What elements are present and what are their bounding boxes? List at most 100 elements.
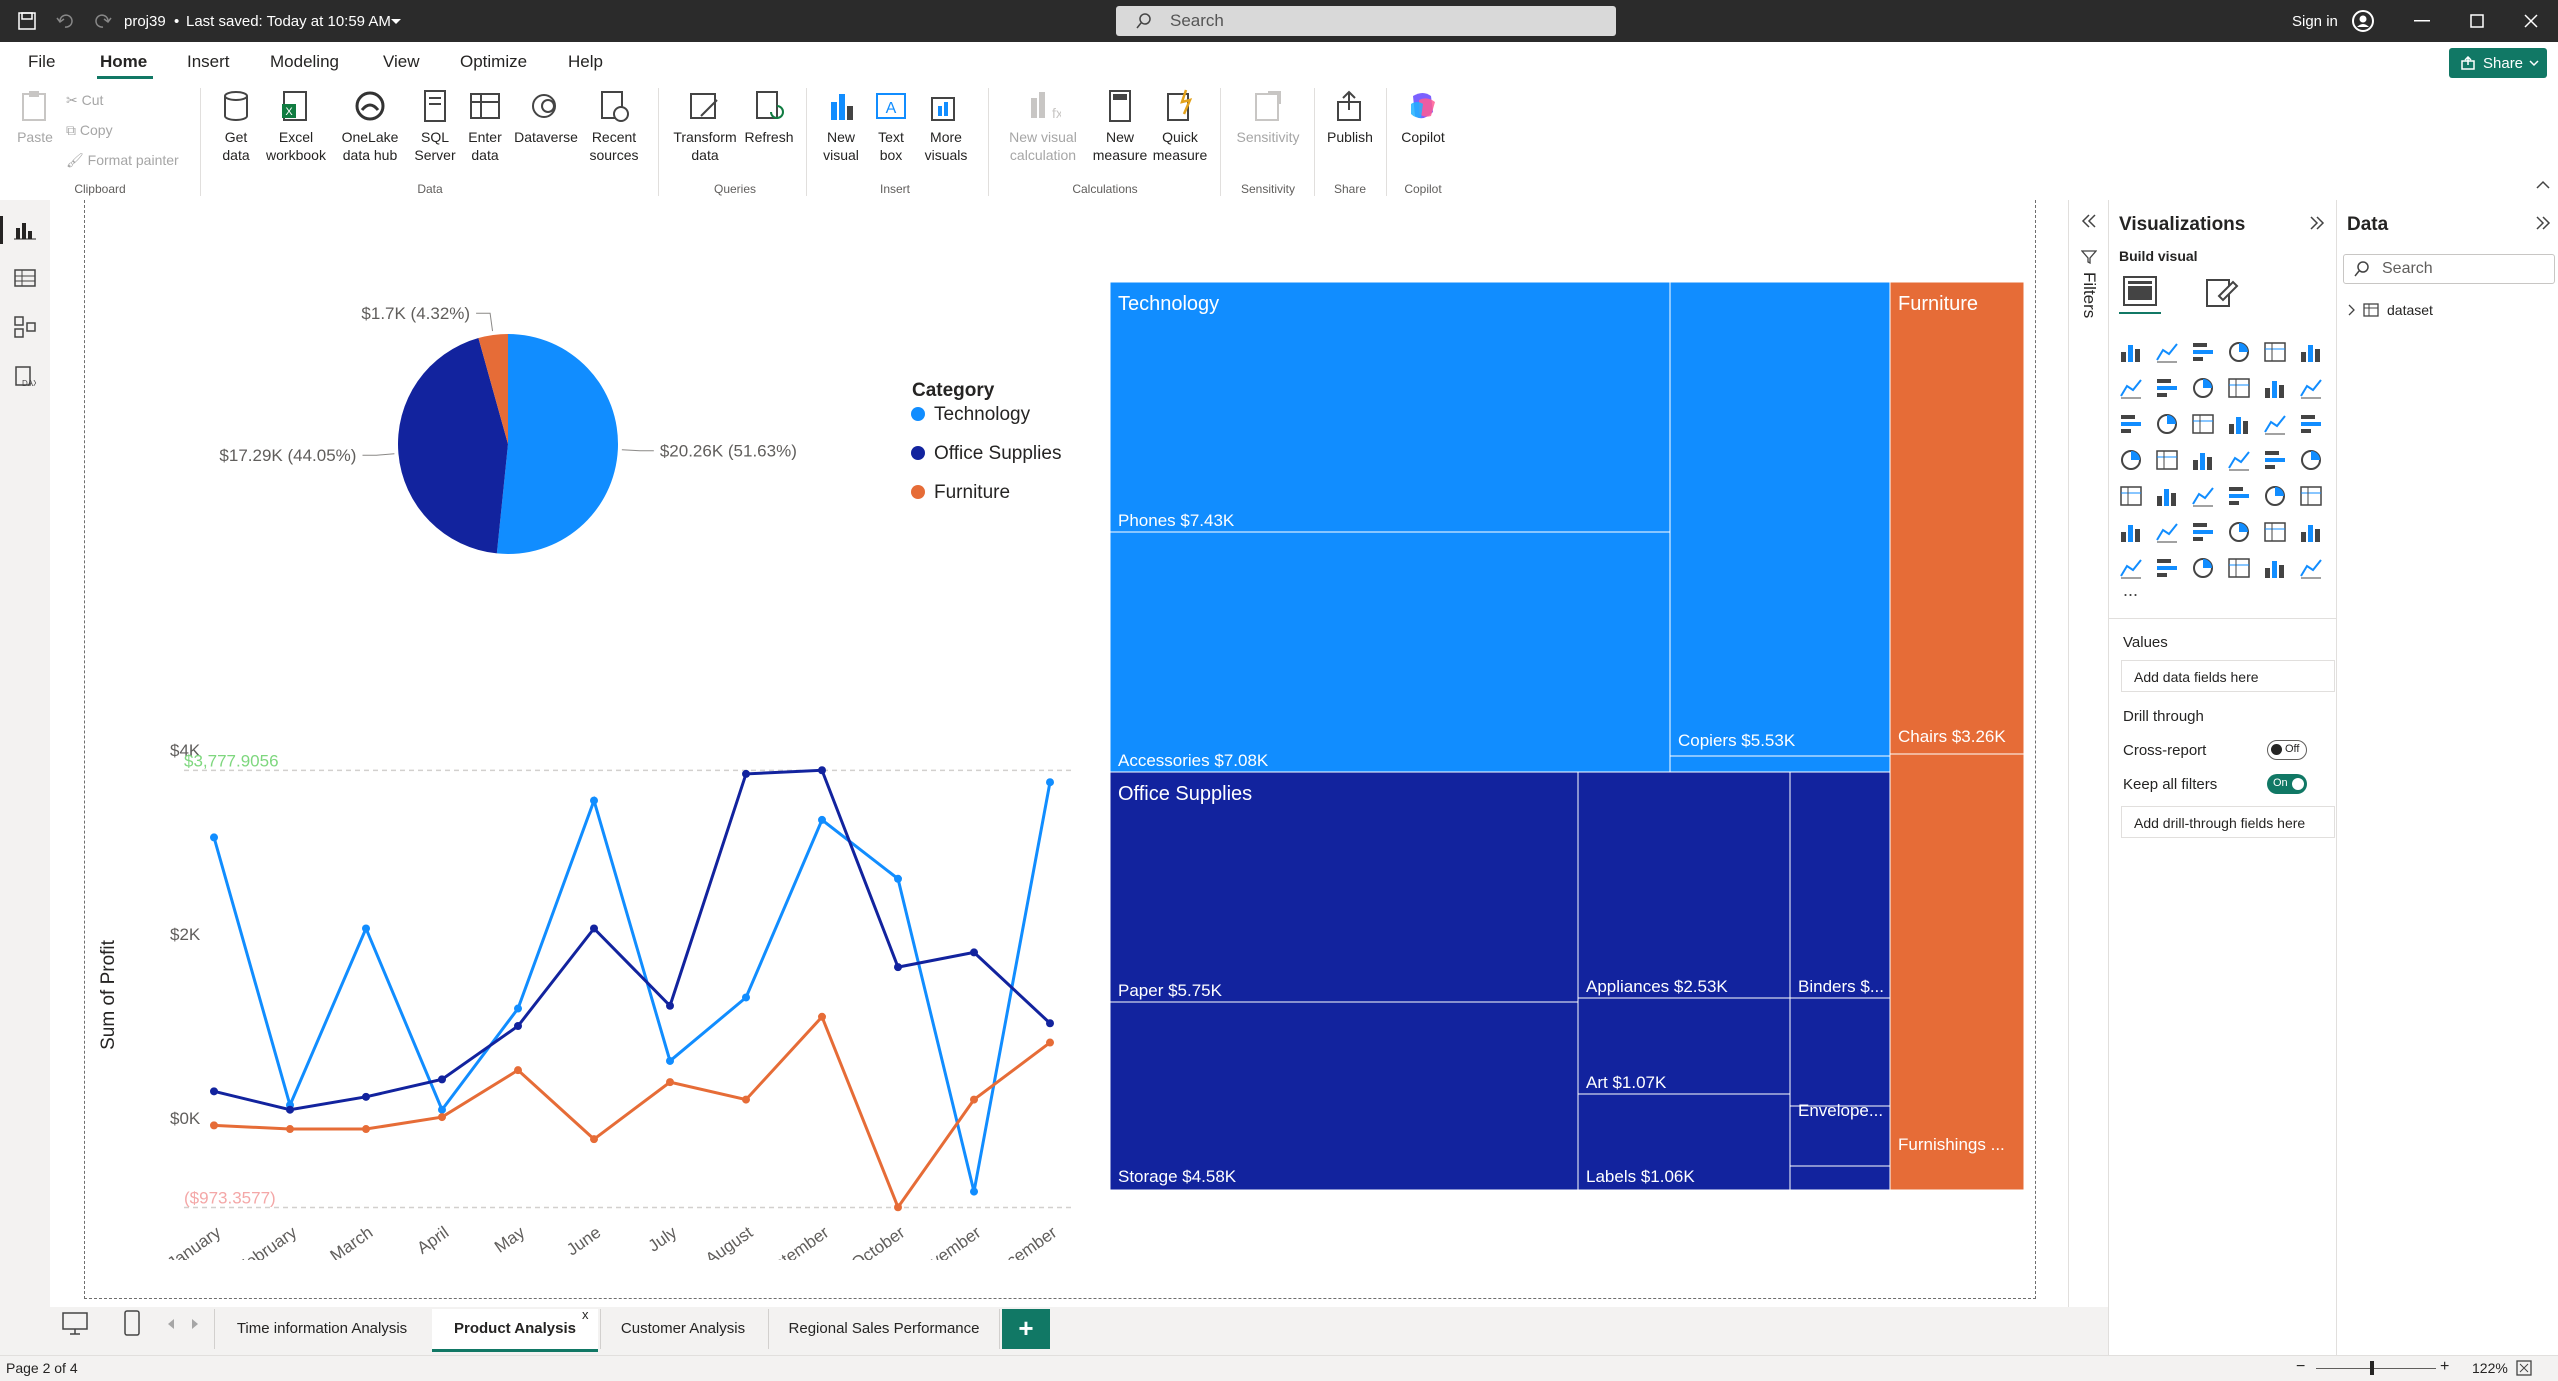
shape-map-visual-icon[interactable] <box>2191 448 2215 472</box>
report-view-icon[interactable] <box>14 220 36 240</box>
scroll-tabs-right-icon[interactable] <box>190 1318 200 1330</box>
legend-item[interactable]: Office Supplies <box>934 443 1061 464</box>
page-tab-customer-analysis[interactable]: Customer Analysis <box>600 1309 765 1349</box>
line-point[interactable] <box>514 1066 522 1075</box>
legend-item[interactable]: Furniture <box>934 482 1010 503</box>
expand-filters-icon[interactable] <box>2081 214 2097 228</box>
line-column-visual-icon[interactable] <box>2227 376 2251 400</box>
pie-slice-furniture[interactable] <box>478 334 508 444</box>
onelake-button[interactable]: OneLake data hub <box>330 88 410 164</box>
fit-to-page-icon[interactable] <box>2516 1360 2532 1376</box>
table-view-icon[interactable] <box>14 268 36 288</box>
pie-slice-office-supplies[interactable] <box>398 338 508 554</box>
line-point[interactable] <box>666 1001 674 1010</box>
refresh-button[interactable]: Refresh <box>740 88 798 146</box>
close-icon[interactable] <box>2524 14 2538 28</box>
stacked-bar-visual-icon[interactable] <box>2119 340 2143 364</box>
gauge-visual-icon[interactable] <box>2263 448 2287 472</box>
chevron-right-icon[interactable] <box>2347 304 2357 316</box>
model-view-icon[interactable] <box>14 316 36 338</box>
treemap-tile-office-other[interactable] <box>1789 1165 1891 1191</box>
page-tab-time-information-analysis[interactable]: Time information Analysis <box>214 1309 429 1349</box>
data-search-input[interactable]: Search <box>2343 254 2555 284</box>
line-point[interactable] <box>818 1012 826 1021</box>
line-point[interactable] <box>438 1075 446 1084</box>
mobile-layout-icon[interactable] <box>124 1310 140 1336</box>
line-point[interactable] <box>818 766 826 775</box>
line-point[interactable] <box>894 963 902 972</box>
close-page-tab[interactable]: x <box>582 1307 589 1322</box>
copy-button[interactable]: ⧉ Copy <box>66 122 113 138</box>
line-point[interactable] <box>362 924 370 933</box>
treemap-tile-chairs[interactable] <box>1889 282 2025 755</box>
build-visual-tab[interactable] <box>2119 272 2161 314</box>
line-point[interactable] <box>590 796 598 805</box>
line-point[interactable] <box>1046 1038 1054 1047</box>
filters-label[interactable]: Filters <box>2080 272 2099 319</box>
donut-visual-icon[interactable] <box>2263 412 2287 436</box>
azure-map-visual-icon[interactable] <box>2227 448 2251 472</box>
filters-pane-collapsed[interactable]: Filters <box>2068 200 2109 1307</box>
area-visual-icon[interactable] <box>2155 376 2179 400</box>
scroll-tabs-left-icon[interactable] <box>166 1318 176 1330</box>
line-visual-icon[interactable] <box>2119 376 2143 400</box>
smart-narrative-visual-icon[interactable] <box>2263 520 2287 544</box>
kpi-visual-icon[interactable] <box>2155 484 2179 508</box>
menu-insert[interactable]: Insert <box>187 52 230 71</box>
redo-icon[interactable] <box>94 12 112 30</box>
treemap-tile-envelopes[interactable] <box>1789 997 1891 1107</box>
new-measure-button[interactable]: New measure <box>1090 88 1150 164</box>
line-point[interactable] <box>666 1078 674 1087</box>
quick-measure-button[interactable]: Quick measure <box>1150 88 1210 164</box>
treemap-tile-paper[interactable] <box>1110 771 1579 1003</box>
line-clustered-column-visual-icon[interactable] <box>2263 376 2287 400</box>
ribbon-visual-icon[interactable] <box>2299 376 2323 400</box>
funnel-visual-icon[interactable] <box>2155 412 2179 436</box>
menu-modeling[interactable]: Modeling <box>270 52 339 71</box>
pie-visual-icon[interactable] <box>2227 412 2251 436</box>
treemap-tile-phones[interactable] <box>1110 282 1671 533</box>
publish-button[interactable]: Publish <box>1320 88 1380 146</box>
line-chart[interactable]: Sum of Profit $4K $2K $0K $3,777.9056 ($973… <box>84 720 1094 1260</box>
minimize-icon[interactable] <box>2414 20 2430 22</box>
key-influencers-visual-icon[interactable] <box>2155 520 2179 544</box>
line-point[interactable] <box>1046 778 1054 787</box>
collapse-ribbon-icon[interactable] <box>2536 180 2550 190</box>
line-point[interactable] <box>362 1125 370 1134</box>
100-bar-visual-icon[interactable] <box>2263 340 2287 364</box>
slicer-visual-icon[interactable] <box>2191 484 2215 508</box>
treemap-tile-technology-other[interactable] <box>1669 755 1891 773</box>
r-visual-visual-icon[interactable] <box>2299 484 2323 508</box>
table-item-dataset[interactable]: dataset <box>2347 300 2547 322</box>
line-point[interactable] <box>362 1092 370 1101</box>
format-visual-icon[interactable] <box>2205 276 2239 308</box>
line-point[interactable] <box>514 1022 522 1030</box>
more-visuals-ellipsis[interactable]: ... <box>2123 580 2139 600</box>
transform-data-button[interactable]: Transform data <box>668 88 742 164</box>
line-point[interactable] <box>742 993 750 1002</box>
metrics-visual-icon[interactable] <box>2299 520 2323 544</box>
dataverse-button[interactable]: Dataverse <box>508 88 584 146</box>
page-tab-product-analysis[interactable]: Product Analysis <box>432 1309 598 1352</box>
line-point[interactable] <box>742 769 750 778</box>
treemap-tile-art[interactable] <box>1577 997 1791 1095</box>
stacked-column-visual-icon[interactable] <box>2155 340 2179 364</box>
pie-slice-technology[interactable] <box>496 334 619 554</box>
map-visual-icon[interactable] <box>2119 448 2143 472</box>
zoom-slider-thumb[interactable] <box>2370 1361 2374 1375</box>
line-point[interactable] <box>970 948 978 957</box>
sign-in-link[interactable]: Sign in <box>2292 13 2338 30</box>
collapse-pane-icon[interactable] <box>2309 216 2325 230</box>
format-painter-button[interactable]: 🖌 Format painter <box>66 152 179 168</box>
zoom-out-button[interactable]: − <box>2296 1358 2306 1375</box>
new-visual-calculation-button[interactable]: fx New visual calculation <box>994 88 1092 164</box>
clustered-column-visual-icon[interactable] <box>2227 340 2251 364</box>
menu-optimize[interactable]: Optimize <box>460 52 528 71</box>
table-visual-icon[interactable] <box>2227 484 2251 508</box>
treemap-tile-storage[interactable] <box>1110 1001 1579 1191</box>
new-visual-button[interactable]: New visual <box>814 88 868 164</box>
treemap-tile-furnishings[interactable] <box>1889 753 2025 1191</box>
paste-button[interactable]: Paste <box>12 88 58 146</box>
undo-icon[interactable] <box>56 12 74 30</box>
treemap-tile-copiers[interactable] <box>1669 282 1891 757</box>
